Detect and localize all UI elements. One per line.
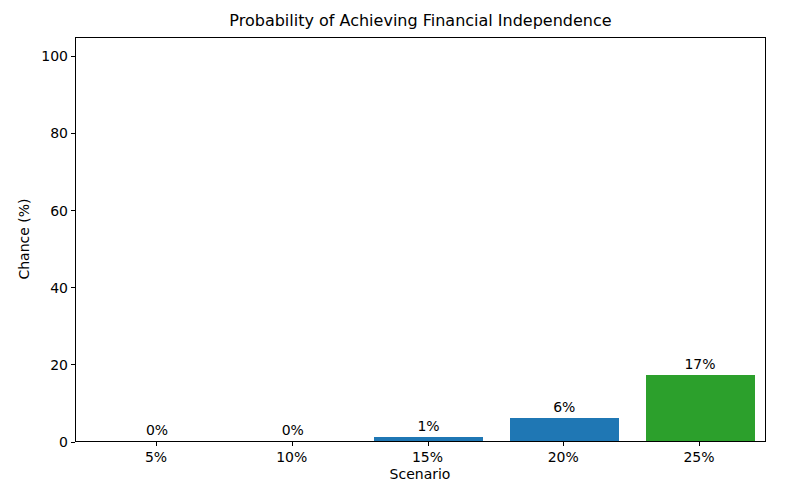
y-tick-mark: [71, 287, 75, 288]
y-tick-mark: [71, 442, 75, 443]
y-tick-label-40: 40: [28, 280, 68, 296]
y-tick-mark: [71, 133, 75, 134]
y-tick-mark: [71, 210, 75, 211]
x-tick-label-20%: 20%: [528, 449, 598, 465]
bar-15%: [374, 437, 483, 441]
y-tick-label-20: 20: [28, 357, 68, 373]
bar-value-label-10%: 0%: [282, 422, 304, 438]
bar-value-label-25%: 17%: [684, 356, 715, 372]
bar-20%: [510, 418, 619, 441]
x-tick-label-10%: 10%: [257, 449, 327, 465]
x-tick-mark: [292, 442, 293, 446]
bar-value-label-15%: 1%: [417, 418, 439, 434]
y-tick-mark: [71, 364, 75, 365]
x-tick-mark: [699, 442, 700, 446]
y-tick-label-60: 60: [28, 203, 68, 219]
x-tick-label-5%: 5%: [121, 449, 191, 465]
x-axis-label: Scenario: [390, 466, 451, 482]
y-tick-label-100: 100: [28, 48, 68, 64]
bar-value-label-5%: 0%: [146, 422, 168, 438]
chart-title: Probability of Achieving Financial Indep…: [75, 11, 766, 30]
x-tick-label-15%: 15%: [393, 449, 463, 465]
x-tick-mark: [156, 442, 157, 446]
y-tick-label-0: 0: [28, 434, 68, 450]
y-tick-label-80: 80: [28, 125, 68, 141]
x-tick-mark: [563, 442, 564, 446]
bar-value-label-20%: 6%: [553, 399, 575, 415]
x-tick-label-25%: 25%: [664, 449, 734, 465]
x-tick-mark: [428, 442, 429, 446]
plot-area: 0% 0% 1% 6% 17%: [75, 37, 766, 442]
y-tick-mark: [71, 56, 75, 57]
bar-25%: [646, 375, 755, 441]
bar-chart-figure: Probability of Achieving Financial Indep…: [0, 0, 800, 500]
